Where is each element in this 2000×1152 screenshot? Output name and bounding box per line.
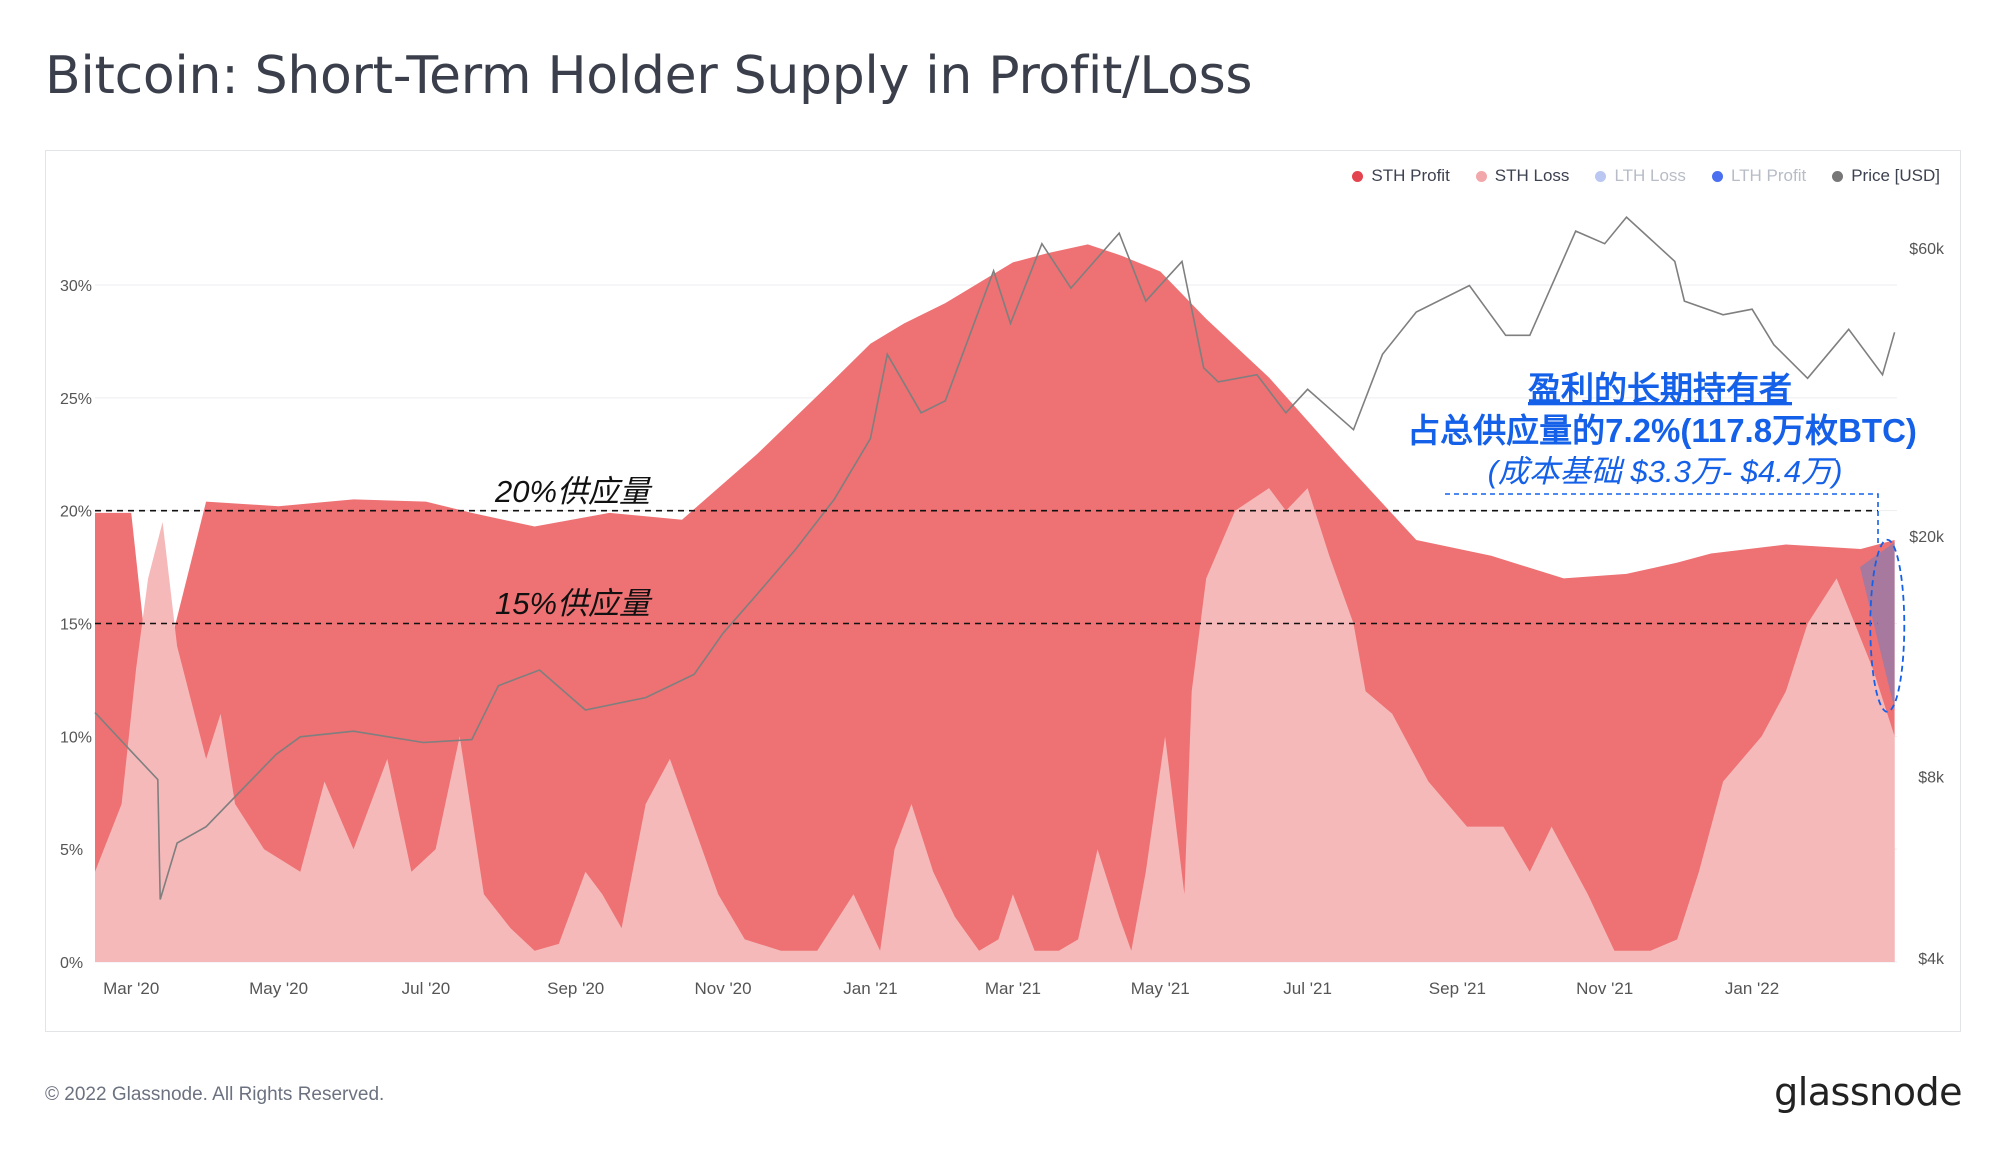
legend-dot-price bbox=[1832, 170, 1844, 182]
legend-label: LTH Profit bbox=[1730, 166, 1807, 185]
legend-dot-sth-loss bbox=[1475, 170, 1487, 182]
legend-dot-sth-profit bbox=[1352, 170, 1364, 182]
brand-logo: glassnode bbox=[1774, 1070, 1962, 1114]
legend-label: STH Loss bbox=[1494, 166, 1570, 185]
page-title: Bitcoin: Short-Term Holder Supply in Pro… bbox=[45, 46, 1253, 106]
legend-label: Price [USD] bbox=[1851, 166, 1940, 185]
legend-dot-lth-loss bbox=[1595, 170, 1607, 182]
legend-item-sth-loss[interactable]: STH Loss bbox=[1475, 166, 1570, 186]
legend-item-price[interactable]: Price [USD] bbox=[1832, 166, 1940, 186]
legend-item-lth-loss[interactable]: LTH Loss bbox=[1595, 166, 1686, 186]
footer-copyright: © 2022 Glassnode. All Rights Reserved. bbox=[45, 1084, 385, 1105]
chart-legend: STH Profit STH Loss LTH Loss LTH Profit … bbox=[1352, 166, 1940, 186]
legend-label: STH Profit bbox=[1371, 166, 1450, 185]
legend-dot-lth-profit bbox=[1711, 170, 1723, 182]
legend-label: LTH Loss bbox=[1614, 166, 1686, 185]
chart-panel bbox=[45, 150, 1961, 1032]
legend-item-sth-profit[interactable]: STH Profit bbox=[1352, 166, 1450, 186]
legend-item-lth-profit[interactable]: LTH Profit bbox=[1711, 166, 1807, 186]
